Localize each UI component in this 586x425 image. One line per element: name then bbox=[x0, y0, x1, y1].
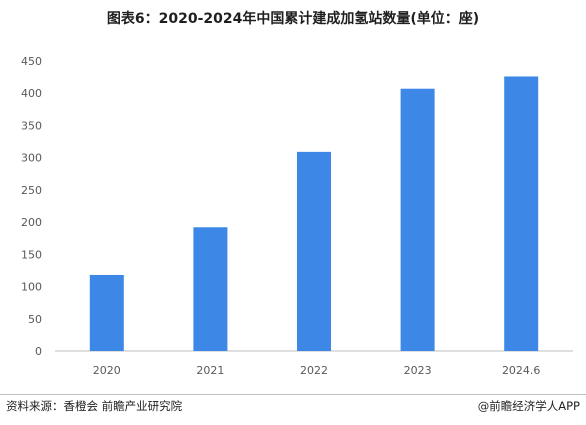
bar-chart: 0 50 100 150 200 250 300 350 400 450 2020 2021 2022… bbox=[21, 55, 573, 377]
y-tick-label: 400 bbox=[21, 87, 42, 100]
bar-2020 bbox=[89, 274, 124, 351]
y-tick-label: 250 bbox=[21, 184, 42, 197]
y-tick-label: 450 bbox=[21, 55, 42, 68]
y-tick-label: 350 bbox=[21, 119, 42, 132]
credit-text: @前瞻经济学人APP bbox=[477, 399, 580, 413]
bars-group bbox=[89, 76, 539, 351]
y-tick-label: 200 bbox=[21, 216, 42, 229]
y-tick-label: 0 bbox=[35, 345, 42, 358]
y-tick-label: 300 bbox=[21, 152, 42, 165]
footer: 资料来源：香橙会 前瞻产业研究院 @前瞻经济学人APP bbox=[0, 384, 586, 425]
y-tick-label: 100 bbox=[21, 281, 42, 294]
bar-2023 bbox=[400, 88, 435, 351]
x-axis-labels: 2020 2021 2022 2023 2024.6 bbox=[93, 364, 541, 377]
x-tick-label: 2023 bbox=[404, 364, 432, 377]
source-text: 资料来源：香橙会 前瞻产业研究院 bbox=[6, 399, 183, 413]
y-tick-label: 150 bbox=[21, 248, 42, 261]
bar-2021 bbox=[193, 227, 228, 351]
x-tick-label: 2020 bbox=[93, 364, 121, 377]
y-axis-ticks: 0 50 100 150 200 250 300 350 400 450 bbox=[21, 55, 42, 358]
chart-title: 图表6：2020-2024年中国累计建成加氢站数量(单位：座) bbox=[106, 11, 480, 27]
footer-divider bbox=[0, 394, 586, 395]
x-tick-label: 2022 bbox=[300, 364, 328, 377]
x-tick-label: 2021 bbox=[196, 364, 224, 377]
bar-2022 bbox=[297, 151, 331, 351]
y-tick-label: 50 bbox=[28, 313, 42, 326]
x-tick-label: 2024.6 bbox=[502, 364, 541, 377]
bar-2024.6 bbox=[504, 76, 539, 351]
